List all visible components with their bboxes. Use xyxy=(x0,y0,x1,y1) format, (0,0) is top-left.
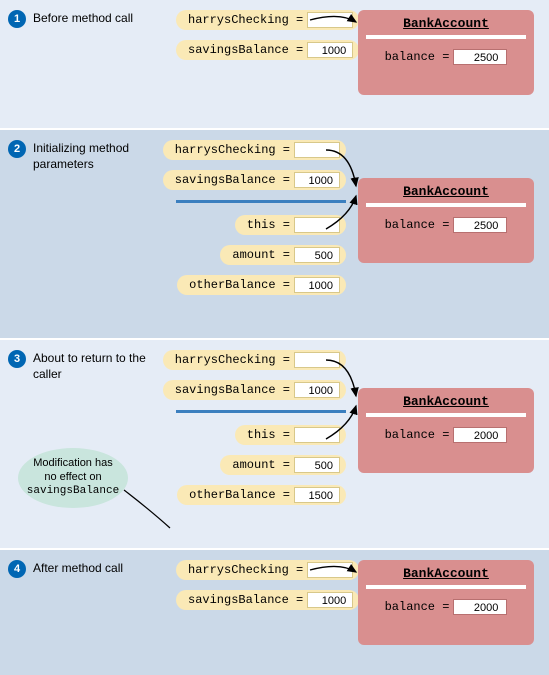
var-harrysChecking: harrysChecking = xyxy=(176,10,359,30)
var-value xyxy=(294,427,340,443)
variable-group: harrysChecking = savingsBalance = 1000 t… xyxy=(176,140,346,305)
panel-4: 4 After method call harrysChecking = sav… xyxy=(0,550,549,675)
object-field-value: 2000 xyxy=(453,599,507,615)
step-title: Initializing method parameters xyxy=(33,141,163,172)
var-value: 500 xyxy=(294,457,340,473)
scope-divider xyxy=(176,200,346,203)
var-label: amount = xyxy=(232,248,290,262)
panel-3: 3 About to return to the caller harrysCh… xyxy=(0,340,549,550)
var-value: 1500 xyxy=(294,487,340,503)
var-this: this = xyxy=(235,215,346,235)
variable-group: harrysChecking = savingsBalance = 1000 t… xyxy=(176,350,346,515)
callout-bubble: Modification has no effect on savingsBal… xyxy=(18,448,128,508)
object-title: BankAccount xyxy=(366,566,526,581)
variable-group: harrysChecking = savingsBalance = 1000 xyxy=(176,10,359,70)
bubble-line3: savingsBalance xyxy=(27,485,119,497)
object-title: BankAccount xyxy=(366,16,526,31)
step-title: Before method call xyxy=(33,11,163,27)
var-label: harrysChecking = xyxy=(188,13,303,27)
var-harrysChecking: harrysChecking = xyxy=(163,140,346,160)
var-value xyxy=(294,352,340,368)
var-label: this = xyxy=(247,428,290,442)
var-label: harrysChecking = xyxy=(175,353,290,367)
object-field-label: balance = xyxy=(385,428,450,442)
object-field-label: balance = xyxy=(385,600,450,614)
step-number: 1 xyxy=(8,10,26,28)
bubble-line2: no effect on xyxy=(44,471,101,483)
object-bankaccount: BankAccount balance = 2500 xyxy=(358,10,534,95)
object-title: BankAccount xyxy=(366,394,526,409)
var-amount: amount = 500 xyxy=(220,455,346,475)
var-label: harrysChecking = xyxy=(175,143,290,157)
var-value xyxy=(307,562,353,578)
var-amount: amount = 500 xyxy=(220,245,346,265)
object-field-label: balance = xyxy=(385,50,450,64)
var-savingsBalance: savingsBalance = 1000 xyxy=(176,590,359,610)
var-label: amount = xyxy=(232,458,290,472)
object-bankaccount: BankAccount balance = 2000 xyxy=(358,388,534,473)
object-field-value: 2500 xyxy=(453,217,507,233)
var-label: savingsBalance = xyxy=(188,593,303,607)
step-title: After method call xyxy=(33,561,163,577)
object-title: BankAccount xyxy=(366,184,526,199)
panel-2: 2 Initializing method parameters harrysC… xyxy=(0,130,549,340)
object-divider xyxy=(366,203,526,207)
var-label: harrysChecking = xyxy=(188,563,303,577)
object-field-value: 2000 xyxy=(453,427,507,443)
step-number: 4 xyxy=(8,560,26,578)
var-otherBalance: otherBalance = 1500 xyxy=(177,485,346,505)
var-label: savingsBalance = xyxy=(188,43,303,57)
var-this: this = xyxy=(235,425,346,445)
object-field-value: 2500 xyxy=(453,49,507,65)
var-value: 1000 xyxy=(294,382,340,398)
var-value: 1000 xyxy=(294,172,340,188)
var-savingsBalance: savingsBalance = 1000 xyxy=(163,380,346,400)
var-label: otherBalance = xyxy=(189,488,290,502)
panel-1: 1 Before method call harrysChecking = sa… xyxy=(0,0,549,130)
var-value: 1000 xyxy=(294,277,340,293)
object-divider xyxy=(366,413,526,417)
var-harrysChecking: harrysChecking = xyxy=(163,350,346,370)
var-value: 500 xyxy=(294,247,340,263)
object-divider xyxy=(366,35,526,39)
scope-divider xyxy=(176,410,346,413)
var-otherBalance: otherBalance = 1000 xyxy=(177,275,346,295)
var-value xyxy=(294,142,340,158)
object-bankaccount: BankAccount balance = 2500 xyxy=(358,178,534,263)
step-number: 2 xyxy=(8,140,26,158)
var-savingsBalance: savingsBalance = 1000 xyxy=(163,170,346,190)
bubble-line1: Modification has xyxy=(33,457,113,469)
object-divider xyxy=(366,585,526,589)
var-value: 1000 xyxy=(307,42,353,58)
object-field-label: balance = xyxy=(385,218,450,232)
var-value xyxy=(307,12,353,28)
step-title: About to return to the caller xyxy=(33,351,163,382)
var-label: this = xyxy=(247,218,290,232)
step-number: 3 xyxy=(8,350,26,368)
var-savingsBalance: savingsBalance = 1000 xyxy=(176,40,359,60)
var-label: savingsBalance = xyxy=(175,173,290,187)
var-label: otherBalance = xyxy=(189,278,290,292)
var-label: savingsBalance = xyxy=(175,383,290,397)
var-value: 1000 xyxy=(307,592,353,608)
var-value xyxy=(294,217,340,233)
var-harrysChecking: harrysChecking = xyxy=(176,560,359,580)
variable-group: harrysChecking = savingsBalance = 1000 xyxy=(176,560,359,620)
object-bankaccount: BankAccount balance = 2000 xyxy=(358,560,534,645)
